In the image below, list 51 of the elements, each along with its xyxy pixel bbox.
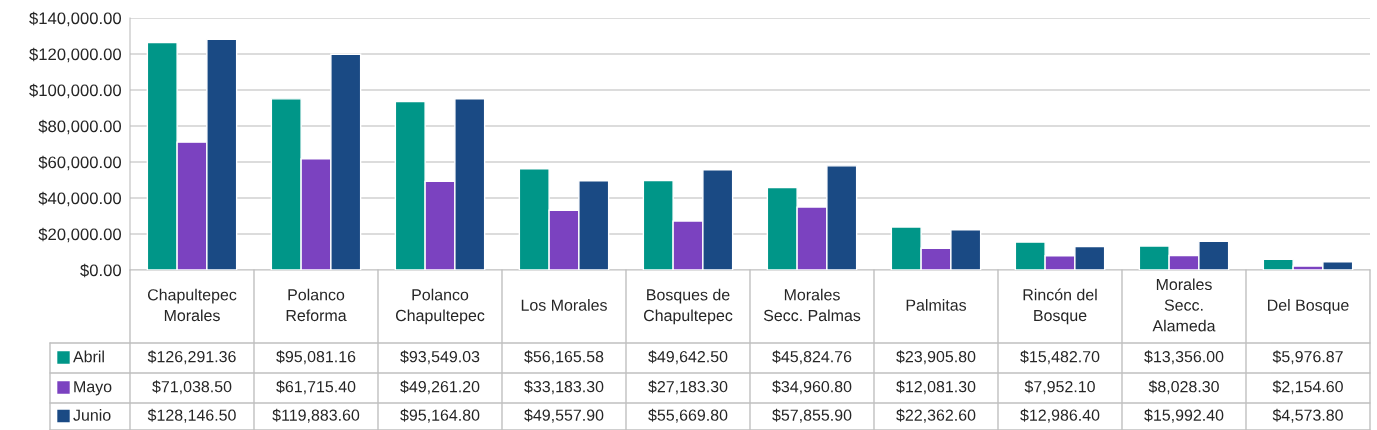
x-tick-label: Bosques de Chapultepec [643, 288, 733, 325]
legend-label: Abril [73, 350, 104, 363]
x-tick-label: Morales Secc. Palmas [763, 288, 861, 322]
y-tick-label: $100,000.00 [29, 83, 122, 99]
data-label: $55,669.80 [648, 408, 728, 423]
data-label: $49,642.50 [648, 350, 728, 365]
data-label: $71,038.50 [152, 380, 232, 395]
data-label: $7,952.10 [1024, 380, 1095, 395]
x-tick-label: Los Morales [521, 299, 607, 311]
data-label: $49,261.20 [400, 380, 480, 395]
data-label: $34,960.80 [772, 380, 852, 395]
x-tick-label: Rincón del Bosque [1023, 288, 1097, 325]
y-tick-label: $0.00 [80, 263, 122, 278]
data-label: $95,164.80 [400, 408, 480, 423]
data-label: $12,081.30 [896, 380, 976, 395]
data-label: $95,081.16 [276, 350, 356, 365]
data-label: $56,165.58 [524, 350, 604, 365]
data-label: $15,992.40 [1144, 408, 1224, 423]
data-label: $49,557.90 [524, 408, 604, 423]
x-tick-label: Del Bosque [1268, 299, 1349, 314]
data-label: $12,986.40 [1020, 408, 1100, 423]
data-label: $8,028.30 [1148, 380, 1219, 395]
x-tick-label: Morales Secc. Alameda [1152, 278, 1216, 332]
data-label: $13,356.00 [1144, 350, 1224, 365]
data-label: $33,183.30 [524, 380, 604, 395]
data-label: $4,573.80 [1272, 408, 1343, 423]
data-label: $23,905.80 [896, 350, 976, 365]
y-tick-label: $120,000.00 [29, 47, 122, 63]
data-label: $15,482.70 [1020, 350, 1100, 365]
x-tick-label: Polanco Chapultepec [395, 288, 485, 325]
legend-label: Junio [73, 409, 111, 421]
x-tick-label: Palmitas [906, 299, 967, 311]
data-label: $128,146.50 [147, 408, 236, 423]
data-label: $57,855.90 [772, 408, 852, 423]
data-label: $61,715.40 [276, 380, 356, 395]
data-label: $119,883.60 [272, 408, 360, 423]
data-label: $5,976.87 [1272, 350, 1343, 365]
y-tick-label: $60,000.00 [38, 155, 122, 171]
data-label: $93,549.03 [400, 350, 480, 365]
data-label: $27,183.30 [648, 380, 728, 395]
x-tick-label: Polanco Reforma [286, 288, 347, 322]
y-tick-label: $40,000.00 [38, 191, 122, 207]
data-label: $45,824.76 [772, 350, 852, 365]
y-tick-label: $20,000.00 [38, 227, 122, 243]
data-label: $2,154.60 [1272, 380, 1343, 395]
data-label: $126,291.36 [147, 350, 236, 365]
y-tick-label: $140,000.00 [29, 11, 122, 27]
legend-label: Mayo [74, 381, 112, 396]
data-label: $22,362.60 [896, 408, 976, 423]
y-tick-label: $80,000.00 [38, 119, 122, 135]
x-tick-label: Chapultepec Morales [147, 288, 237, 322]
